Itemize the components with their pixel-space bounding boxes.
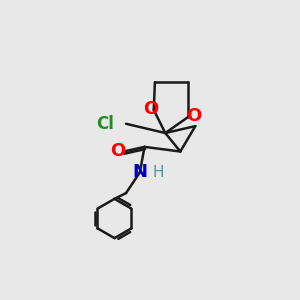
- Text: O: O: [187, 107, 202, 125]
- Text: O: O: [143, 100, 158, 118]
- Text: O: O: [110, 142, 126, 160]
- Text: N: N: [132, 163, 147, 181]
- Text: Cl: Cl: [96, 115, 114, 133]
- Text: H: H: [153, 165, 164, 180]
